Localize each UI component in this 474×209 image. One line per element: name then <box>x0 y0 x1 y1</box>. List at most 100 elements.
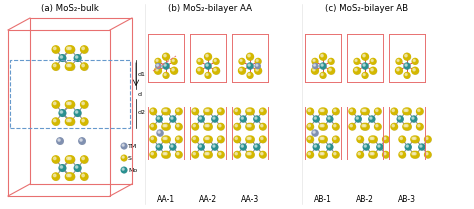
Circle shape <box>247 73 253 78</box>
Circle shape <box>397 59 399 61</box>
Circle shape <box>165 125 167 127</box>
Circle shape <box>82 102 84 105</box>
Circle shape <box>52 173 59 180</box>
Ellipse shape <box>52 156 60 164</box>
Ellipse shape <box>247 54 254 61</box>
Circle shape <box>405 64 407 66</box>
Ellipse shape <box>405 124 412 131</box>
Ellipse shape <box>156 116 163 123</box>
Ellipse shape <box>255 64 261 69</box>
Circle shape <box>334 137 336 140</box>
Circle shape <box>358 137 360 140</box>
Circle shape <box>150 151 156 158</box>
Circle shape <box>219 109 221 112</box>
Ellipse shape <box>307 152 314 159</box>
Circle shape <box>249 125 251 127</box>
Circle shape <box>333 124 339 130</box>
Ellipse shape <box>155 59 162 65</box>
Circle shape <box>314 117 316 119</box>
Ellipse shape <box>411 136 418 143</box>
Circle shape <box>67 63 74 70</box>
Circle shape <box>371 136 377 143</box>
Ellipse shape <box>328 59 335 65</box>
Circle shape <box>362 63 368 69</box>
Ellipse shape <box>313 144 320 151</box>
Ellipse shape <box>67 46 75 54</box>
Circle shape <box>261 137 263 140</box>
Circle shape <box>313 131 315 133</box>
Text: AB-1: AB-1 <box>314 195 332 204</box>
Circle shape <box>355 116 361 122</box>
Ellipse shape <box>362 63 369 70</box>
Circle shape <box>397 69 399 71</box>
Ellipse shape <box>413 136 420 143</box>
Text: AB-2: AB-2 <box>356 195 374 204</box>
Circle shape <box>246 151 252 158</box>
Ellipse shape <box>321 108 328 115</box>
Circle shape <box>249 153 251 155</box>
Circle shape <box>59 165 66 171</box>
Ellipse shape <box>74 55 82 62</box>
Circle shape <box>321 64 323 66</box>
Circle shape <box>122 168 124 170</box>
Ellipse shape <box>234 108 241 115</box>
Circle shape <box>417 124 423 130</box>
Ellipse shape <box>363 124 370 131</box>
Circle shape <box>313 144 319 150</box>
Ellipse shape <box>425 152 432 159</box>
Circle shape <box>322 153 324 155</box>
Ellipse shape <box>65 156 73 164</box>
Circle shape <box>404 73 410 78</box>
Circle shape <box>69 174 71 177</box>
Ellipse shape <box>81 63 89 71</box>
Circle shape <box>69 119 71 122</box>
Circle shape <box>363 54 365 57</box>
Ellipse shape <box>213 68 220 75</box>
Circle shape <box>193 137 195 140</box>
Circle shape <box>163 137 165 140</box>
Circle shape <box>255 59 261 64</box>
Ellipse shape <box>320 73 327 79</box>
Ellipse shape <box>67 173 75 181</box>
Circle shape <box>364 125 366 127</box>
Circle shape <box>261 153 263 155</box>
Ellipse shape <box>156 144 163 151</box>
Ellipse shape <box>383 136 390 143</box>
Ellipse shape <box>349 124 356 131</box>
Circle shape <box>398 117 401 119</box>
Ellipse shape <box>403 108 410 115</box>
Circle shape <box>213 145 215 147</box>
Circle shape <box>308 153 310 155</box>
Circle shape <box>397 116 403 122</box>
Ellipse shape <box>362 73 369 79</box>
Circle shape <box>81 101 88 108</box>
Circle shape <box>192 136 199 143</box>
Circle shape <box>238 67 246 74</box>
Circle shape <box>363 64 365 66</box>
Circle shape <box>67 46 74 53</box>
Ellipse shape <box>399 136 406 143</box>
Ellipse shape <box>399 152 406 159</box>
Ellipse shape <box>205 73 211 79</box>
Ellipse shape <box>255 68 262 75</box>
Ellipse shape <box>206 124 213 131</box>
Circle shape <box>219 125 221 127</box>
Circle shape <box>249 109 251 112</box>
Ellipse shape <box>412 68 419 75</box>
Ellipse shape <box>67 156 75 164</box>
Circle shape <box>65 101 73 108</box>
Circle shape <box>364 145 366 147</box>
Circle shape <box>327 116 333 122</box>
Circle shape <box>260 108 266 115</box>
Ellipse shape <box>412 59 419 65</box>
Circle shape <box>322 125 324 127</box>
Circle shape <box>412 59 418 64</box>
Circle shape <box>414 153 416 155</box>
Ellipse shape <box>65 46 73 54</box>
Ellipse shape <box>150 124 157 131</box>
Circle shape <box>411 116 417 122</box>
Circle shape <box>155 67 161 74</box>
Circle shape <box>54 174 56 177</box>
Circle shape <box>239 59 245 64</box>
Text: AB-3: AB-3 <box>398 195 416 204</box>
